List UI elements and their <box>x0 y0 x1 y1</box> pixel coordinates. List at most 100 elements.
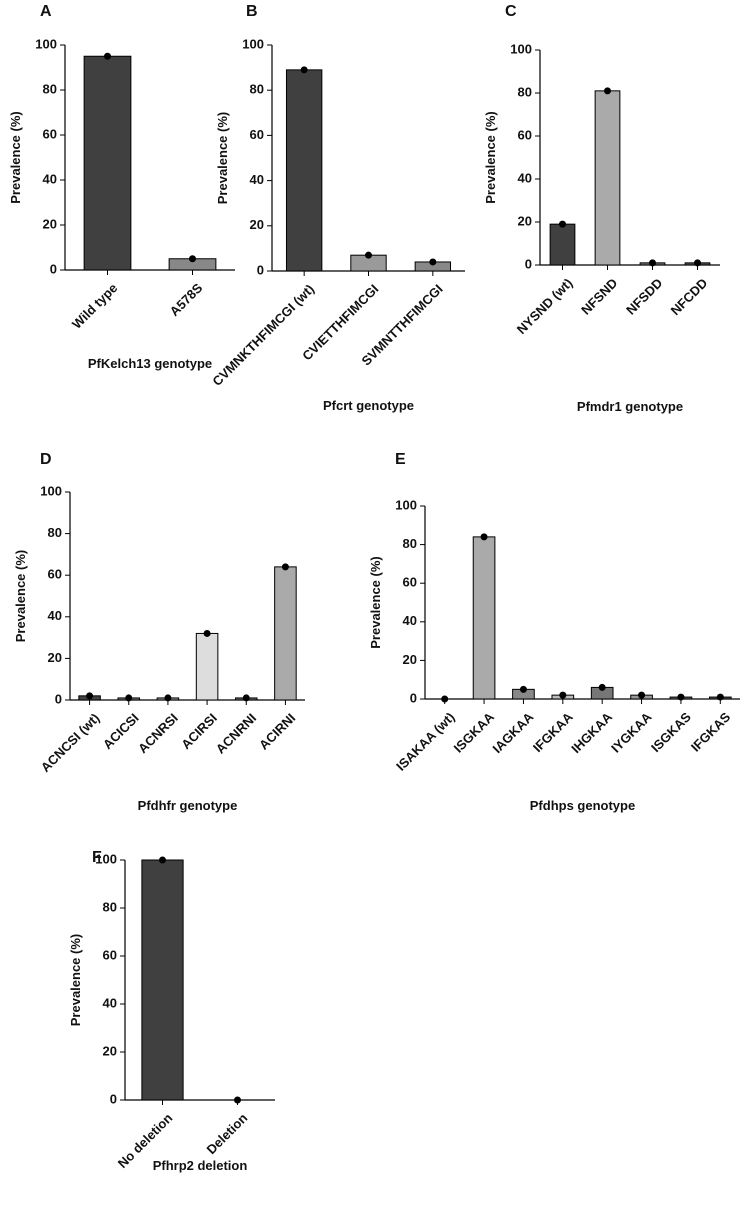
x-tick-label: NFSND <box>578 275 620 317</box>
x-axis-title: Pfcrt genotype <box>323 398 414 413</box>
x-axis-title: PfKelch13 genotype <box>88 356 212 371</box>
x-tick-label: Deletion <box>204 1110 251 1157</box>
x-tick-label: ISAKAA (wt) <box>393 709 457 773</box>
y-tick-label: 80 <box>103 899 117 914</box>
data-point <box>716 693 724 701</box>
y-axis-title: Prevalence (%) <box>368 556 383 649</box>
x-tick-label: CVMNKTHFIMCGI (wt) <box>209 281 317 389</box>
data-point <box>604 87 611 95</box>
y-tick-label: 100 <box>35 36 57 51</box>
panel-letter: B <box>246 3 258 20</box>
x-tick-label: NYSND (wt) <box>514 275 576 337</box>
data-point <box>104 52 111 60</box>
y-tick-label: 20 <box>43 216 57 231</box>
data-point <box>203 629 211 637</box>
y-tick-label: 20 <box>403 652 417 667</box>
data-point <box>300 66 308 74</box>
x-tick-label: ACNCSI (wt) <box>38 710 103 775</box>
y-tick-label: 0 <box>410 690 417 705</box>
bar <box>141 859 184 1101</box>
y-tick-label: 20 <box>103 1043 117 1058</box>
y-tick-label: 40 <box>43 171 57 186</box>
y-tick-label: 80 <box>403 536 417 551</box>
y-tick-label: 80 <box>43 81 57 96</box>
y-tick-label: 80 <box>250 82 264 97</box>
panel-letter: E <box>395 451 406 468</box>
x-tick-label: IFGKAA <box>530 709 576 755</box>
y-tick-label: 60 <box>48 567 62 582</box>
y-tick-label: 60 <box>518 127 532 142</box>
y-tick-label: 0 <box>525 256 532 271</box>
y-tick-label: 40 <box>403 613 417 628</box>
x-tick-label: IFGKAS <box>688 709 734 755</box>
panel-letter: A <box>40 3 52 20</box>
data-point <box>480 533 488 541</box>
x-tick-label: Wild type <box>69 280 120 331</box>
data-point <box>598 683 606 691</box>
y-tick-label: 40 <box>518 170 532 185</box>
x-tick-label: ISGKAA <box>451 709 498 756</box>
y-tick-label: 100 <box>95 851 117 866</box>
bar <box>83 55 132 271</box>
data-point <box>559 220 566 228</box>
data-point <box>281 563 289 571</box>
y-tick-label: 0 <box>257 262 264 277</box>
y-tick-label: 100 <box>242 36 264 51</box>
y-tick-label: 80 <box>518 84 532 99</box>
y-axis-title: Prevalence (%) <box>68 934 83 1027</box>
y-axis-title: Prevalence (%) <box>13 550 28 643</box>
x-axis-title: Pfdhps genotype <box>530 798 635 813</box>
x-tick-label: NFSDD <box>623 275 665 317</box>
y-axis-title: Prevalence (%) <box>8 111 23 204</box>
y-tick-label: 100 <box>510 41 532 56</box>
data-point <box>125 694 133 702</box>
bar <box>472 536 496 700</box>
y-tick-label: 0 <box>110 1091 117 1106</box>
x-axis-title: Pfmdr1 genotype <box>577 399 683 414</box>
y-tick-label: 100 <box>40 483 62 498</box>
data-point <box>519 685 527 693</box>
y-tick-label: 100 <box>395 497 417 512</box>
data-point <box>559 691 567 699</box>
y-tick-label: 0 <box>55 691 62 706</box>
y-tick-label: 60 <box>43 126 57 141</box>
y-axis-title: Prevalence (%) <box>215 112 230 205</box>
x-tick-label: A578S <box>167 280 206 319</box>
y-tick-label: 20 <box>518 213 532 228</box>
y-axis-title: Prevalence (%) <box>483 111 498 204</box>
x-tick-label: IYGKAA <box>608 709 655 756</box>
data-point <box>677 693 685 701</box>
y-tick-label: 40 <box>103 995 117 1010</box>
data-point <box>164 694 172 702</box>
y-tick-label: 0 <box>50 261 57 276</box>
y-tick-label: 80 <box>48 525 62 540</box>
y-tick-label: 20 <box>250 217 264 232</box>
y-tick-label: 40 <box>250 172 264 187</box>
x-tick-label: IHGKAA <box>568 709 615 756</box>
data-point <box>365 251 372 259</box>
panel-letter: F <box>92 849 102 866</box>
bar <box>594 90 621 266</box>
x-tick-label: ACNRNI <box>213 710 259 756</box>
data-point <box>649 259 656 267</box>
panel-letter: D <box>40 451 52 468</box>
data-point <box>242 694 250 702</box>
bar <box>549 223 576 266</box>
y-tick-label: 40 <box>48 608 62 623</box>
data-point <box>429 258 437 266</box>
bar <box>274 566 297 701</box>
bar <box>285 69 323 272</box>
x-tick-label: NFCDD <box>668 275 711 318</box>
x-axis-title: Pfdhfr genotype <box>138 798 238 813</box>
data-point <box>159 856 166 864</box>
x-axis-title: Pfhrp2 deletion <box>153 1158 248 1173</box>
data-point <box>189 255 196 263</box>
y-tick-label: 60 <box>250 127 264 142</box>
x-tick-label: ISGKAS <box>648 709 694 755</box>
x-tick-label: IAGKAA <box>489 709 536 756</box>
data-point <box>638 691 646 699</box>
panel-letter: C <box>505 3 517 20</box>
y-tick-label: 20 <box>48 650 62 665</box>
